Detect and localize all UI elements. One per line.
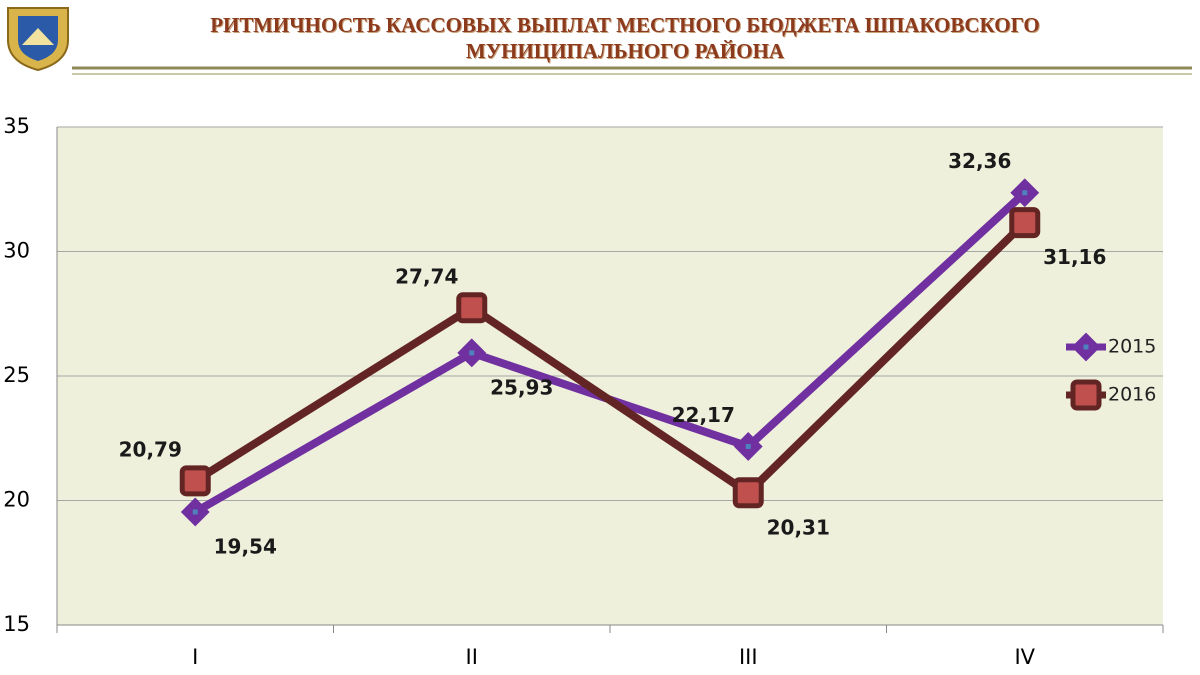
data-point bbox=[179, 465, 211, 497]
y-tick-label: 35 bbox=[3, 114, 30, 138]
x-tick-label: IV bbox=[1014, 645, 1035, 669]
y-tick-label: 25 bbox=[3, 363, 30, 387]
value-label: 27,74 bbox=[395, 264, 458, 288]
marker-center bbox=[469, 350, 475, 356]
chart-title: РИТМИЧНОСТЬ КАССОВЫХ ВЫПЛАТ МЕСТНОГО БЮД… bbox=[210, 13, 1040, 63]
legend-label: 2016 bbox=[1108, 384, 1156, 406]
x-tick-label: II bbox=[466, 645, 478, 669]
data-point bbox=[732, 477, 764, 509]
marker-center bbox=[1083, 344, 1089, 350]
value-label: 25,93 bbox=[490, 375, 553, 399]
data-point bbox=[1009, 207, 1041, 239]
value-label: 20,79 bbox=[119, 437, 182, 461]
emblem bbox=[7, 7, 69, 72]
x-tick-label: III bbox=[739, 645, 758, 669]
value-label: 19,54 bbox=[214, 534, 277, 558]
y-tick-label: 20 bbox=[3, 488, 30, 512]
marker-center bbox=[1022, 190, 1028, 196]
y-tick-label: 30 bbox=[3, 239, 30, 263]
series-line bbox=[193, 219, 1028, 497]
legend-label: 2015 bbox=[1108, 336, 1156, 358]
x-tick-label: I bbox=[192, 645, 198, 669]
marker-center bbox=[192, 509, 198, 515]
data-point bbox=[456, 292, 488, 324]
marker-center bbox=[745, 443, 751, 449]
value-label: 22,17 bbox=[672, 403, 735, 427]
legend-marker bbox=[1070, 379, 1102, 411]
y-tick-label: 15 bbox=[3, 612, 30, 636]
value-label: 20,31 bbox=[767, 515, 830, 539]
value-label: 32,36 bbox=[948, 149, 1011, 173]
value-label: 31,16 bbox=[1043, 245, 1106, 269]
